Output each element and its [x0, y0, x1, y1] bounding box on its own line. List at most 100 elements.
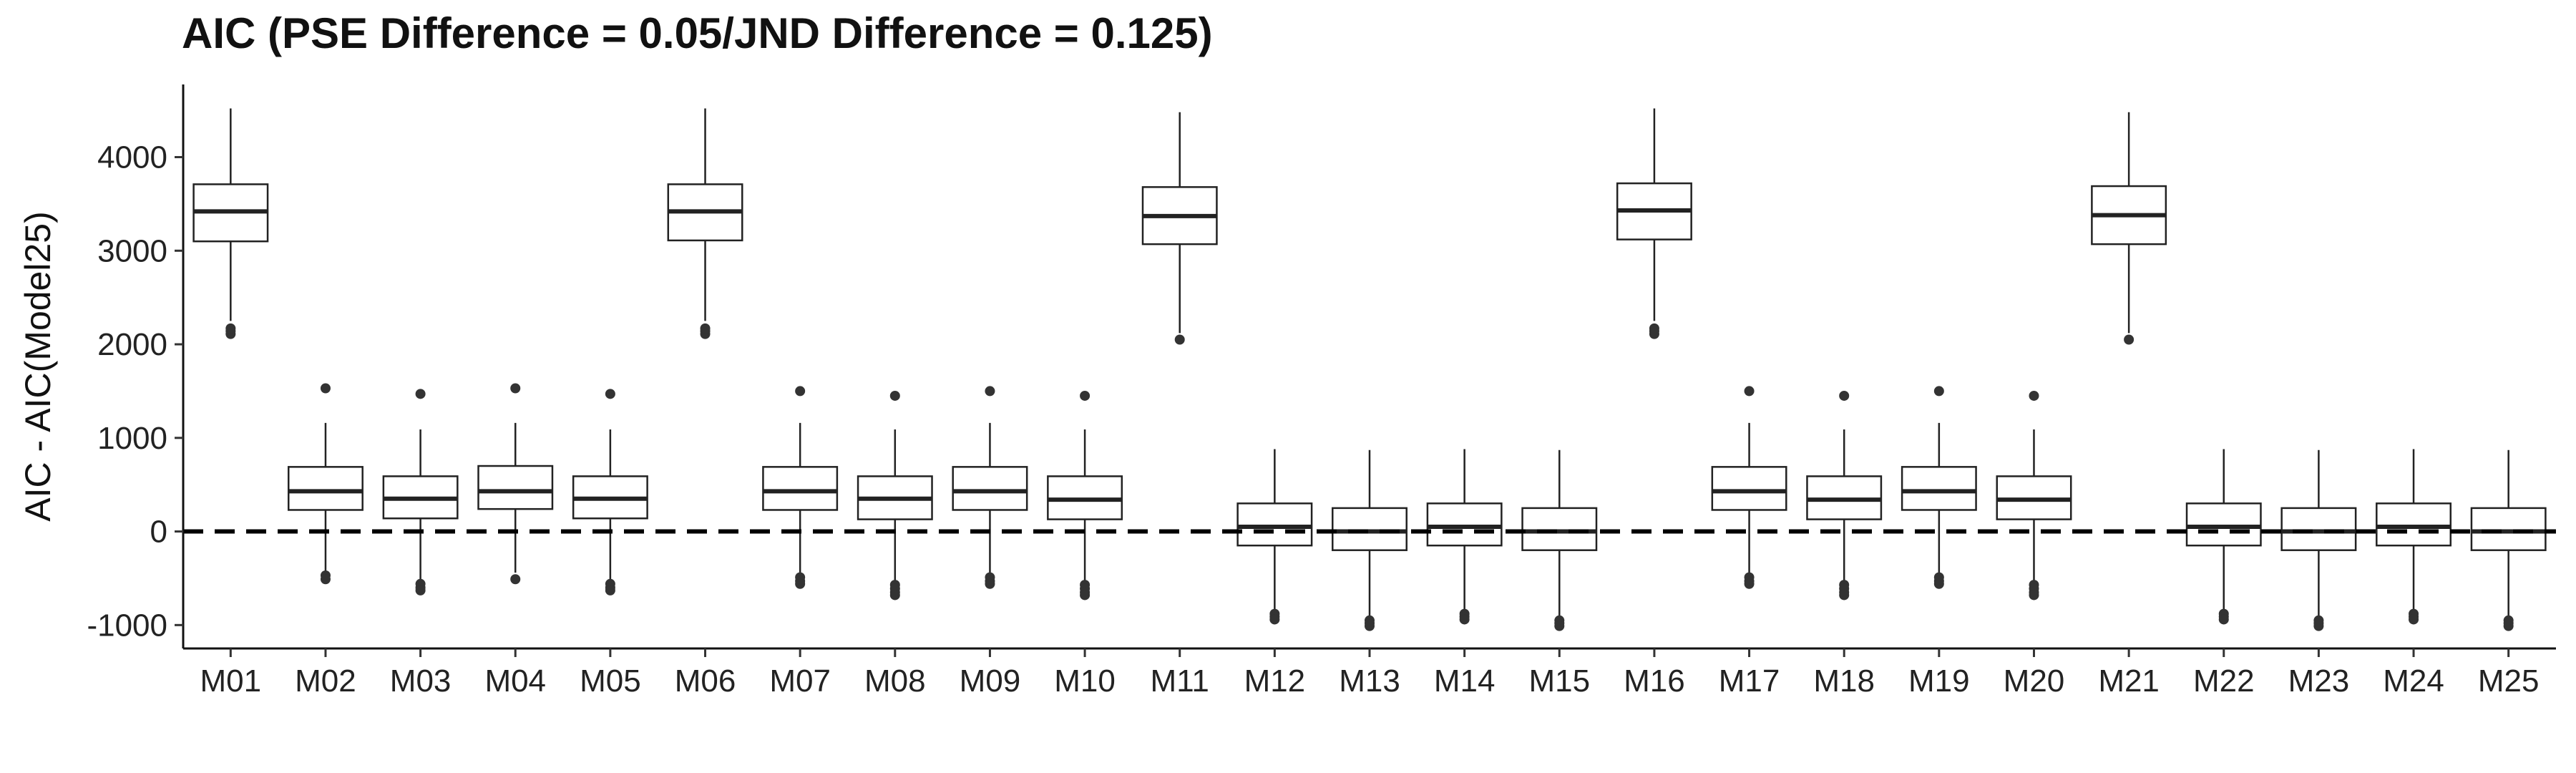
- x-tick-label: M12: [1244, 663, 1306, 699]
- y-tick-label: 1000: [97, 421, 167, 456]
- outlier-point: [985, 386, 995, 397]
- box: [287, 466, 364, 511]
- y-tick-label: 2000: [97, 327, 167, 362]
- box-group-M14: [1426, 449, 1503, 625]
- box-group-M21: [2091, 112, 2167, 345]
- y-tick-label: 3000: [97, 233, 167, 268]
- x-tick-label: M03: [390, 663, 452, 699]
- outlier-point: [1365, 621, 1375, 631]
- outlier-point: [2409, 614, 2419, 625]
- axes: -1000 0 1000 2000 3000 4000 M01 M02 M03 M04 M05 M06…: [87, 84, 2556, 699]
- box-group-M18: [1806, 390, 1883, 601]
- box-group-M11: [1141, 112, 1218, 345]
- box-group-M05: [572, 389, 648, 595]
- outlier-point: [889, 390, 900, 401]
- x-tick-label: M15: [1528, 663, 1590, 699]
- outlier-point: [510, 574, 521, 585]
- x-tick-label: M01: [200, 663, 262, 699]
- outlier-point: [415, 585, 426, 595]
- plot-marks: [183, 108, 2556, 631]
- outlier-point: [700, 323, 711, 334]
- chart-title: AIC (PSE Difference = 0.05/JND Differenc…: [182, 9, 1213, 57]
- outlier-point: [1839, 590, 1850, 601]
- x-tick-label: M05: [580, 663, 641, 699]
- box-group-M19: [1901, 386, 1977, 589]
- box: [1521, 507, 1598, 551]
- box-group-M08: [857, 390, 933, 601]
- y-tick-label: 4000: [97, 140, 167, 175]
- box-group-M09: [952, 386, 1028, 589]
- y-tick-label: -1000: [87, 608, 167, 643]
- outlier-point: [1933, 386, 1944, 397]
- outlier-point: [795, 578, 806, 589]
- outlier-point: [1933, 578, 1944, 589]
- box: [1332, 507, 1407, 551]
- box-group-M04: [477, 383, 554, 585]
- outlier-point: [415, 389, 426, 399]
- x-tick-label: M10: [1054, 663, 1116, 699]
- x-tick-label: M02: [295, 663, 356, 699]
- box: [1426, 502, 1503, 547]
- outlier-point: [1839, 390, 1850, 401]
- y-axis-title: AIC - AIC(Model25): [18, 211, 58, 521]
- outlier-point: [889, 590, 900, 601]
- outlier-point: [1269, 614, 1280, 625]
- outlier-point: [1554, 621, 1565, 631]
- outlier-point: [1080, 390, 1091, 401]
- outlier-point: [1744, 578, 1755, 589]
- box-group-M06: [667, 108, 743, 339]
- x-tick-label: M14: [1434, 663, 1496, 699]
- x-tick-label: M13: [1339, 663, 1400, 699]
- outlier-point: [1080, 590, 1091, 601]
- outlier-point: [510, 383, 521, 394]
- outlier-point: [985, 578, 995, 589]
- box: [1901, 466, 1977, 511]
- box: [952, 466, 1028, 511]
- x-tick-label: M04: [484, 663, 546, 699]
- outlier-point: [2029, 590, 2039, 601]
- box-group-M12: [1236, 449, 1313, 625]
- box-group-M10: [1047, 390, 1123, 601]
- x-tick-label: M09: [960, 663, 1021, 699]
- x-tick-label: M18: [1813, 663, 1875, 699]
- box-group-M23: [2280, 449, 2357, 631]
- x-tick-label: M19: [1908, 663, 1970, 699]
- box: [2280, 507, 2357, 551]
- outlier-point: [2503, 621, 2514, 631]
- box: [1711, 466, 1787, 511]
- box-group-M02: [287, 383, 364, 585]
- box-group-M24: [2376, 449, 2452, 625]
- outlier-point: [320, 383, 331, 394]
- box-group-M22: [2185, 449, 2262, 625]
- box: [1236, 502, 1313, 547]
- box: [2376, 502, 2452, 547]
- box-group-M17: [1711, 386, 1787, 589]
- box: [2185, 502, 2262, 547]
- box-group-M03: [382, 389, 459, 595]
- x-tick-label: M11: [1151, 663, 1209, 699]
- x-tick-label: M22: [2193, 663, 2255, 699]
- x-tick-label: M08: [864, 663, 926, 699]
- outlier-point: [1744, 386, 1755, 397]
- outlier-point: [320, 574, 331, 585]
- box: [762, 466, 839, 511]
- box-group-M13: [1332, 449, 1407, 631]
- outlier-point: [2124, 334, 2135, 345]
- outlier-point: [2218, 614, 2229, 625]
- outlier-point: [2029, 390, 2039, 401]
- box-group-M07: [762, 386, 839, 589]
- x-tick-label: M21: [2098, 663, 2160, 699]
- x-tick-label: M17: [1719, 663, 1780, 699]
- outlier-point: [605, 585, 615, 595]
- box: [2470, 507, 2547, 551]
- outlier-point: [1649, 323, 1659, 334]
- outlier-point: [1459, 614, 1470, 625]
- y-tick-label: 0: [150, 515, 167, 550]
- x-tick-label: M25: [2478, 663, 2540, 699]
- box-group-M20: [1996, 390, 2072, 601]
- outlier-point: [2313, 621, 2324, 631]
- box: [477, 465, 554, 510]
- x-tick-label: M20: [2004, 663, 2065, 699]
- outlier-point: [795, 386, 806, 397]
